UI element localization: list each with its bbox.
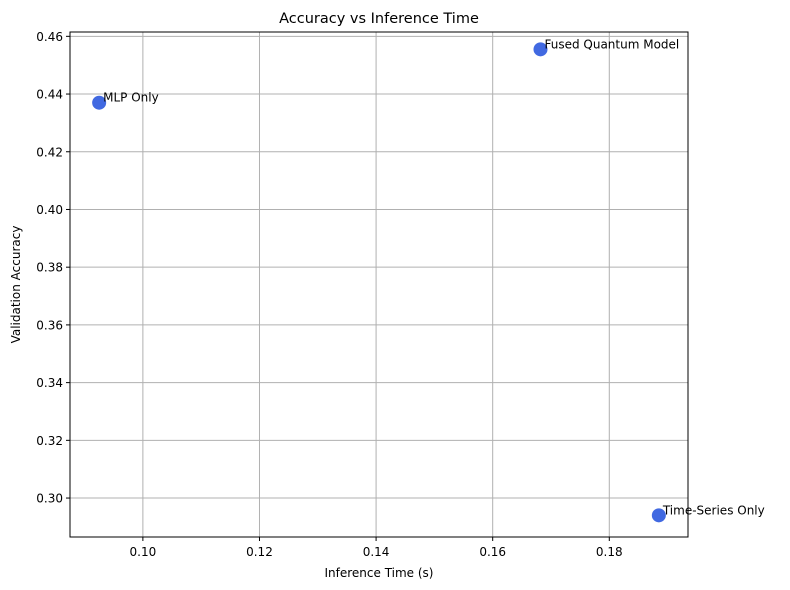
x-tick-label: 0.12 (246, 545, 273, 559)
y-tick-label: 0.32 (36, 434, 63, 448)
points-layer: MLP Only Fused Quantum Model Time-Series O… (92, 37, 765, 523)
point-label: Time-Series Only (662, 503, 765, 517)
data-point (533, 42, 548, 57)
grid-layer (70, 32, 688, 537)
x-axis-label: Inference Time (s) (324, 566, 433, 580)
x-tick-label: 0.18 (596, 545, 623, 559)
data-point (92, 95, 107, 110)
y-tick-label: 0.38 (36, 261, 63, 275)
chart-title: Accuracy vs Inference Time (279, 11, 479, 27)
ticks-layer: 0.10 0.12 0.14 0.16 0.18 0.30 0.32 0.34 0.36 0.38… (36, 30, 622, 559)
y-tick-label: 0.44 (36, 88, 63, 102)
point-label: MLP Only (103, 91, 159, 105)
y-tick-label: 0.34 (36, 376, 63, 390)
y-tick-label: 0.36 (36, 318, 63, 332)
y-axis-label: Validation Accuracy (9, 226, 23, 344)
x-tick-label: 0.14 (363, 545, 390, 559)
x-tick-label: 0.16 (479, 545, 506, 559)
y-tick-label: 0.42 (36, 145, 63, 159)
x-tick-label: 0.10 (130, 545, 157, 559)
point-label: Fused Quantum Model (544, 37, 679, 51)
y-tick-label: 0.40 (36, 203, 63, 217)
y-tick-label: 0.30 (36, 492, 63, 506)
plot-frame (69, 31, 689, 538)
data-point (651, 508, 666, 523)
y-tick-label: 0.46 (36, 30, 63, 44)
